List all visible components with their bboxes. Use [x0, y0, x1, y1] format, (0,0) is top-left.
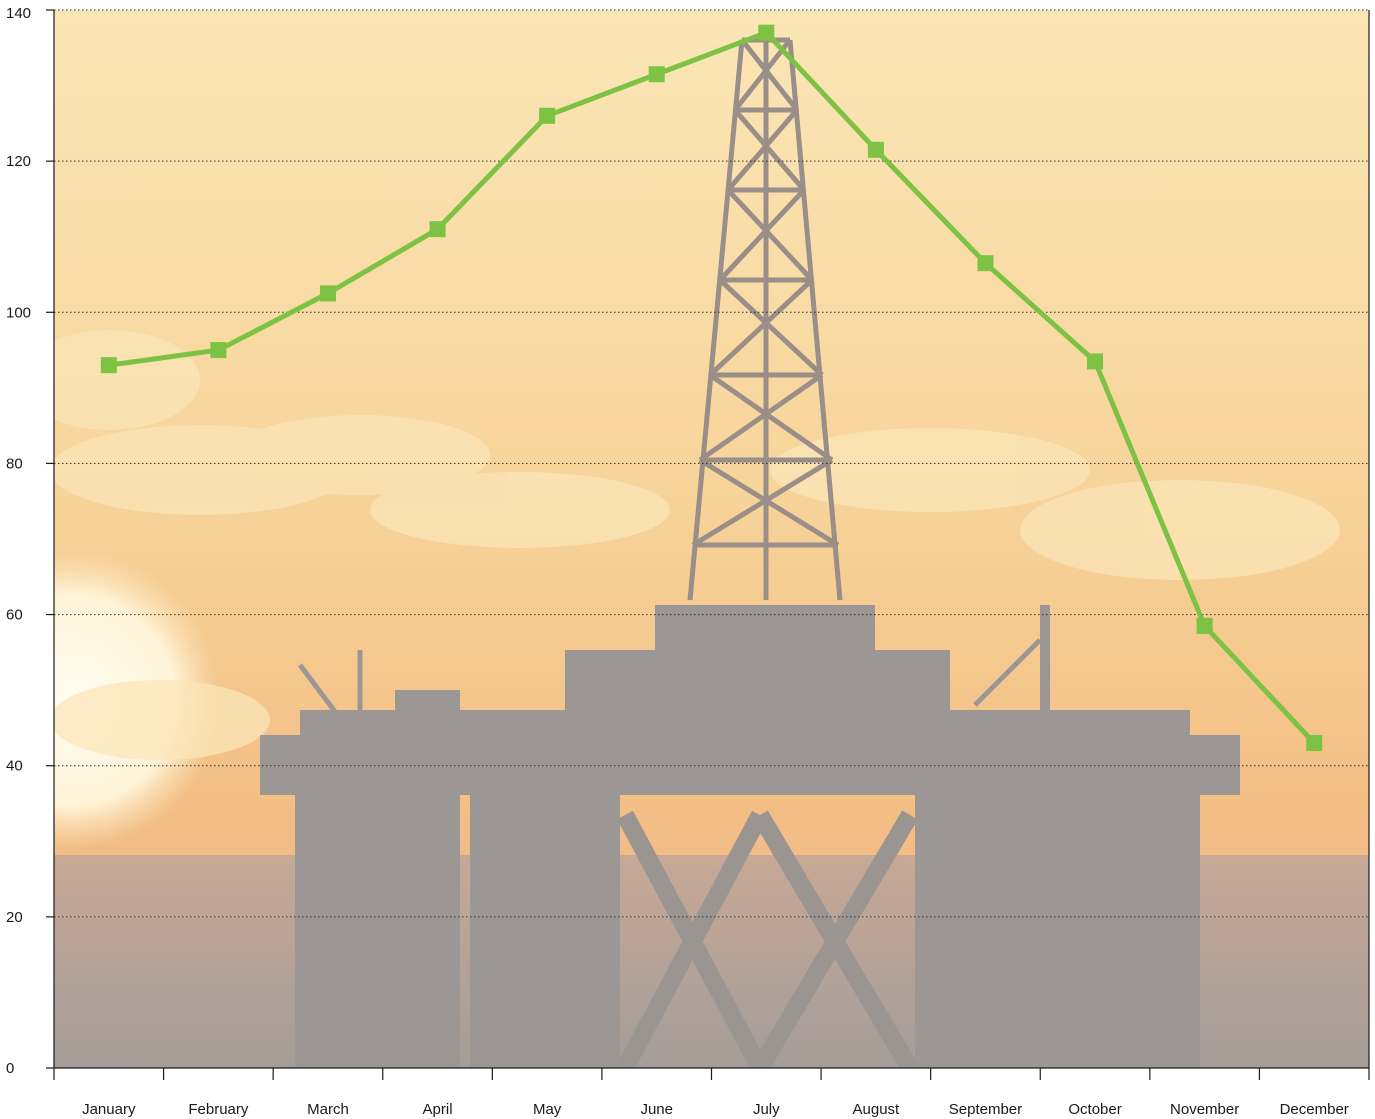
data-point-december	[1306, 735, 1323, 752]
clouds	[54, 330, 1340, 760]
y-tick-label: 20	[6, 909, 23, 926]
y-tick-label: 120	[6, 153, 31, 170]
x-tick-label: February	[188, 1101, 249, 1118]
y-tick-label: 40	[6, 758, 23, 775]
x-tick-label: April	[423, 1101, 453, 1118]
y-tick-label: 0	[6, 1060, 14, 1077]
oil-rig	[260, 37, 1240, 1068]
data-point-may	[539, 107, 556, 124]
x-tick-label: November	[1170, 1101, 1239, 1118]
x-tick-label: October	[1068, 1101, 1121, 1118]
y-tick-label: 60	[6, 607, 23, 624]
data-point-april	[429, 221, 446, 238]
x-tick-label: December	[1280, 1101, 1349, 1118]
y-tick-label: 100	[6, 304, 31, 321]
background-photo	[54, 10, 1369, 1068]
data-point-july	[758, 24, 775, 41]
series-line	[106, 30, 1317, 746]
data-point-august	[867, 141, 884, 158]
data-point-september	[977, 255, 994, 272]
x-tick-label: September	[949, 1101, 1022, 1118]
data-point-november	[1196, 617, 1213, 634]
x-tick-label: March	[307, 1101, 349, 1118]
gridlines	[54, 9, 1369, 918]
x-tick-label: July	[753, 1101, 780, 1118]
data-point-february	[210, 342, 227, 359]
axes: 0 20 40 60 80 100 120 140 January February March Ap…	[6, 5, 1370, 1118]
x-tick-label: June	[640, 1101, 673, 1118]
data-point-january	[100, 357, 117, 374]
data-point-october	[1087, 353, 1104, 370]
x-tick-label: January	[82, 1101, 136, 1118]
y-tick-label: 80	[6, 455, 23, 472]
data-point-june	[648, 66, 665, 83]
x-tick-label: August	[853, 1101, 901, 1118]
y-tick-label: 140	[6, 5, 31, 22]
series-layer	[100, 24, 1323, 752]
data-point-march	[319, 285, 336, 302]
x-tick-label: May	[533, 1101, 562, 1118]
